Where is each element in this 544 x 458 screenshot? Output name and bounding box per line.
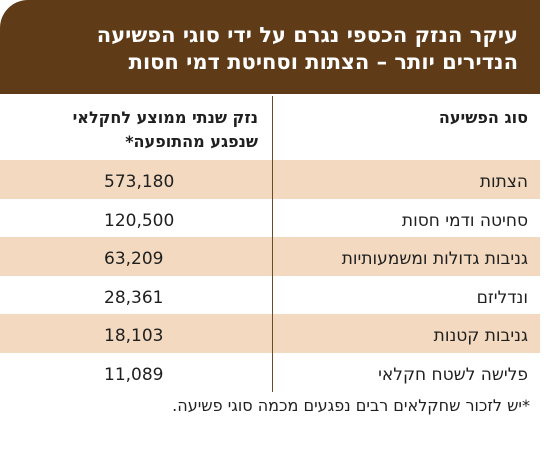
table-row: הצתות 573,180	[0, 160, 540, 199]
header-annual-damage: נזק שנתי ממוצע לחקלאי שנפגע מהתופעה*	[0, 106, 258, 154]
table-body: הצתות 573,180 סחיטה ודמי חסות 120,500 גנ…	[0, 160, 540, 392]
damage-value-cell: 11,089	[104, 364, 164, 385]
crime-type-cell: ונדליזם	[476, 287, 528, 308]
crime-type-cell: גניבות גדולות ומשמעותיות	[341, 249, 528, 270]
table-row: גניבות קטנות 18,103	[0, 314, 540, 353]
table-header: סוג הפשיעה נזק שנתי ממוצע לחקלאי שנפגע מ…	[0, 94, 540, 160]
title-bar: עיקר הנזק הכספי נגרם על ידי סוגי הפשיעה …	[0, 0, 540, 94]
footnote: *יש לזכור שחקלאים רבים נפגעים מכמה סוגי …	[172, 396, 530, 415]
crime-type-cell: הצתות	[479, 172, 528, 192]
damage-value-cell: 28,361	[104, 287, 164, 308]
damage-value-cell: 573,180	[104, 172, 175, 192]
header-damage-line-2: שנפגע מהתופעה*	[125, 132, 258, 151]
crime-type-cell: גניבות קטנות	[433, 326, 528, 347]
crime-type-cell: פלישה לשטח חקלאי	[378, 364, 528, 385]
table-row: פלישה לשטח חקלאי 11,089	[0, 353, 540, 392]
damage-value-cell: 63,209	[104, 249, 164, 270]
table-row: סחיטה ודמי חסות 120,500	[0, 199, 540, 238]
damage-value-cell: 18,103	[104, 326, 164, 347]
table-row: גניבות גדולות ומשמעותיות 63,209	[0, 237, 540, 276]
header-crime-type: סוג הפשיעה	[438, 108, 528, 127]
title-line-1: עיקר הנזק הכספי נגרם על ידי סוגי הפשיעה	[96, 23, 518, 47]
table-row: ונדליזם 28,361	[0, 276, 540, 315]
title-line-2: הנדירים יותר – הצתות וסחיטת דמי חסות	[128, 50, 518, 74]
damage-value-cell: 120,500	[104, 210, 175, 231]
header-damage-line-1: נזק שנתי ממוצע לחקלאי	[72, 108, 258, 127]
crime-type-cell: סחיטה ודמי חסות	[401, 210, 528, 231]
column-divider	[272, 96, 273, 392]
